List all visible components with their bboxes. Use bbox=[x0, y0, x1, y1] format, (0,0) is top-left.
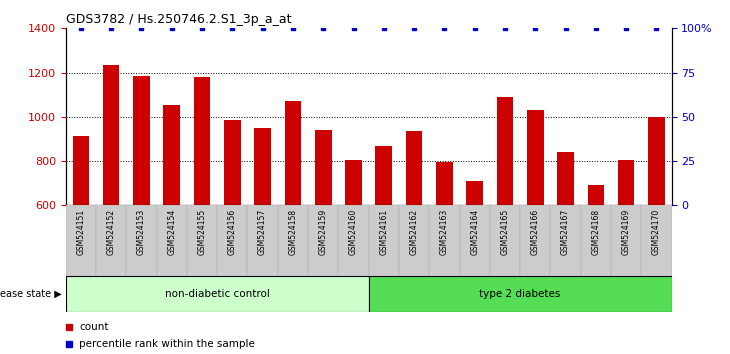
Text: GSM524170: GSM524170 bbox=[652, 209, 661, 255]
Bar bbox=[96, 205, 126, 276]
Text: GSM524165: GSM524165 bbox=[501, 209, 510, 255]
Text: GDS3782 / Hs.250746.2.S1_3p_a_at: GDS3782 / Hs.250746.2.S1_3p_a_at bbox=[66, 13, 291, 26]
Text: percentile rank within the sample: percentile rank within the sample bbox=[79, 339, 255, 349]
Bar bbox=[618, 160, 634, 205]
Text: GSM524163: GSM524163 bbox=[440, 209, 449, 255]
Bar bbox=[641, 205, 672, 276]
Bar bbox=[369, 276, 672, 312]
Text: non-diabetic control: non-diabetic control bbox=[165, 289, 269, 299]
Bar bbox=[496, 97, 513, 205]
Bar bbox=[550, 205, 580, 276]
Bar bbox=[527, 110, 544, 205]
Bar bbox=[648, 117, 665, 205]
Text: GSM524158: GSM524158 bbox=[288, 209, 297, 255]
Text: GSM524167: GSM524167 bbox=[561, 209, 570, 255]
Text: GSM524151: GSM524151 bbox=[77, 209, 85, 255]
Bar bbox=[133, 76, 150, 205]
Bar bbox=[187, 205, 218, 276]
Bar bbox=[247, 205, 277, 276]
Text: GSM524160: GSM524160 bbox=[349, 209, 358, 255]
Bar bbox=[126, 205, 156, 276]
Text: type 2 diabetes: type 2 diabetes bbox=[480, 289, 561, 299]
Bar bbox=[66, 205, 96, 276]
Bar bbox=[156, 205, 187, 276]
Text: disease state ▶: disease state ▶ bbox=[0, 289, 62, 299]
Bar bbox=[369, 205, 399, 276]
Bar bbox=[399, 205, 429, 276]
Bar bbox=[218, 205, 247, 276]
Bar bbox=[588, 185, 604, 205]
Bar bbox=[345, 160, 362, 205]
Text: GSM524159: GSM524159 bbox=[319, 209, 328, 255]
Bar bbox=[611, 205, 641, 276]
Text: GSM524156: GSM524156 bbox=[228, 209, 237, 255]
Bar bbox=[193, 77, 210, 205]
Text: GSM524169: GSM524169 bbox=[622, 209, 631, 255]
Bar bbox=[406, 131, 423, 205]
Bar bbox=[254, 128, 271, 205]
Bar bbox=[224, 120, 241, 205]
Bar bbox=[315, 130, 331, 205]
Bar bbox=[308, 205, 338, 276]
Text: GSM524157: GSM524157 bbox=[258, 209, 267, 255]
Text: GSM524154: GSM524154 bbox=[167, 209, 176, 255]
Text: GSM524153: GSM524153 bbox=[137, 209, 146, 255]
Bar bbox=[375, 145, 392, 205]
Bar bbox=[460, 205, 490, 276]
Bar bbox=[429, 205, 459, 276]
Text: GSM524161: GSM524161 bbox=[380, 209, 388, 255]
Bar bbox=[520, 205, 550, 276]
Bar bbox=[338, 205, 369, 276]
Text: GSM524166: GSM524166 bbox=[531, 209, 539, 255]
Bar bbox=[466, 181, 483, 205]
Bar bbox=[66, 276, 369, 312]
Text: count: count bbox=[79, 321, 109, 332]
Text: GSM524155: GSM524155 bbox=[198, 209, 207, 255]
Bar bbox=[103, 65, 120, 205]
Bar bbox=[285, 101, 301, 205]
Bar bbox=[490, 205, 520, 276]
Bar bbox=[557, 152, 574, 205]
Bar bbox=[72, 136, 89, 205]
Bar bbox=[277, 205, 308, 276]
Text: GSM524162: GSM524162 bbox=[410, 209, 418, 255]
Text: GSM524152: GSM524152 bbox=[107, 209, 115, 255]
Text: GSM524168: GSM524168 bbox=[591, 209, 600, 255]
Text: GSM524164: GSM524164 bbox=[470, 209, 479, 255]
Bar bbox=[436, 162, 453, 205]
Bar bbox=[580, 205, 611, 276]
Bar bbox=[164, 105, 180, 205]
